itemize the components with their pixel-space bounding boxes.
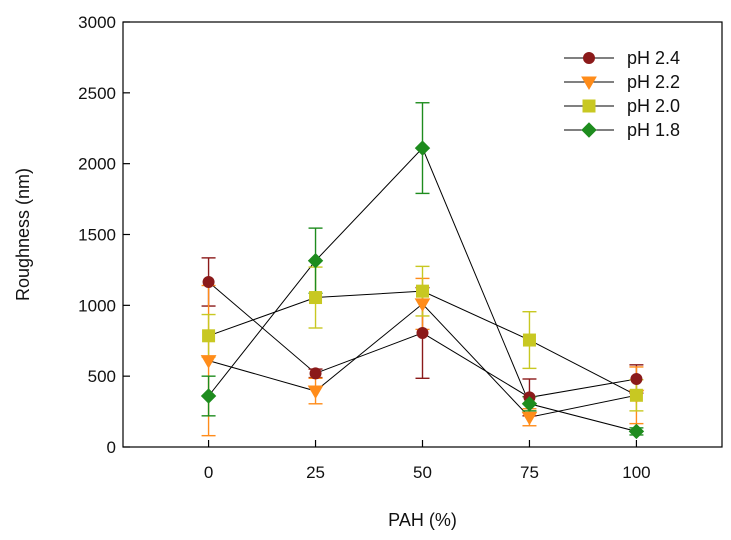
data-point-ph-1-8 xyxy=(628,423,645,440)
series-layer xyxy=(200,102,645,440)
data-point-ph-2-4 xyxy=(309,367,322,380)
y-tick-label: 500 xyxy=(88,367,116,386)
data-point-ph-2-2 xyxy=(307,385,324,400)
legend-item-ph-2-2: pH 2.2 xyxy=(564,72,680,92)
data-point-ph-2-0 xyxy=(309,291,323,305)
y-tick-label: 2500 xyxy=(78,84,116,103)
data-point-ph-1-8 xyxy=(307,253,324,269)
legend-label: pH 2.4 xyxy=(627,48,680,68)
data-point-ph-1-8 xyxy=(414,140,431,156)
data-point-ph-2-0 xyxy=(202,329,216,343)
legend-label: pH 2.0 xyxy=(627,96,680,116)
y-tick-label: 1500 xyxy=(78,226,116,245)
x-tick-label: 0 xyxy=(204,463,213,482)
data-point-ph-2-4 xyxy=(202,275,215,288)
legend-item-ph-1-8: pH 1.8 xyxy=(564,120,680,140)
x-tick-label: 100 xyxy=(622,463,650,482)
data-point-ph-1-8 xyxy=(521,396,538,412)
x-tick-label: 25 xyxy=(306,463,325,482)
data-point-ph-2-0 xyxy=(416,284,429,298)
x-tick-label: 75 xyxy=(520,463,539,482)
x-axis-title: PAH (%) xyxy=(388,510,457,530)
data-point-ph-2-4 xyxy=(630,373,643,385)
legend-marker-ph-2-0 xyxy=(582,99,596,113)
y-axis: 0 500 1000 1500 2000 2500 3000 xyxy=(78,13,130,457)
legend: pH 2.4 pH 2.2 pH 2.0 pH 1.8 xyxy=(564,48,680,140)
legend-label: pH 2.2 xyxy=(627,72,680,92)
data-point-ph-2-2 xyxy=(521,411,538,426)
y-axis-title: Roughness (nm) xyxy=(13,168,33,301)
y-tick-label: 2000 xyxy=(78,155,116,174)
data-point-ph-2-0 xyxy=(629,388,643,402)
data-point-ph-2-2 xyxy=(414,298,431,312)
legend-item-ph-2-0: pH 2.0 xyxy=(564,96,680,116)
y-tick-label: 0 xyxy=(107,438,116,457)
data-point-ph-2-4 xyxy=(416,326,429,339)
data-point-ph-2-2 xyxy=(200,355,217,369)
y-tick-label: 1000 xyxy=(78,296,116,315)
y-tick-label: 3000 xyxy=(78,13,116,32)
legend-marker-ph-1-8 xyxy=(581,122,597,138)
legend-marker-ph-2-4 xyxy=(583,52,595,64)
data-point-ph-2-0 xyxy=(522,333,536,347)
legend-item-ph-2-4: pH 2.4 xyxy=(564,48,680,68)
data-point-ph-1-8 xyxy=(200,388,217,404)
legend-label: pH 1.8 xyxy=(627,120,680,140)
x-axis: 0 25 50 75 100 xyxy=(204,440,651,482)
legend-marker-ph-2-2 xyxy=(581,76,597,90)
x-tick-label: 50 xyxy=(413,463,432,482)
